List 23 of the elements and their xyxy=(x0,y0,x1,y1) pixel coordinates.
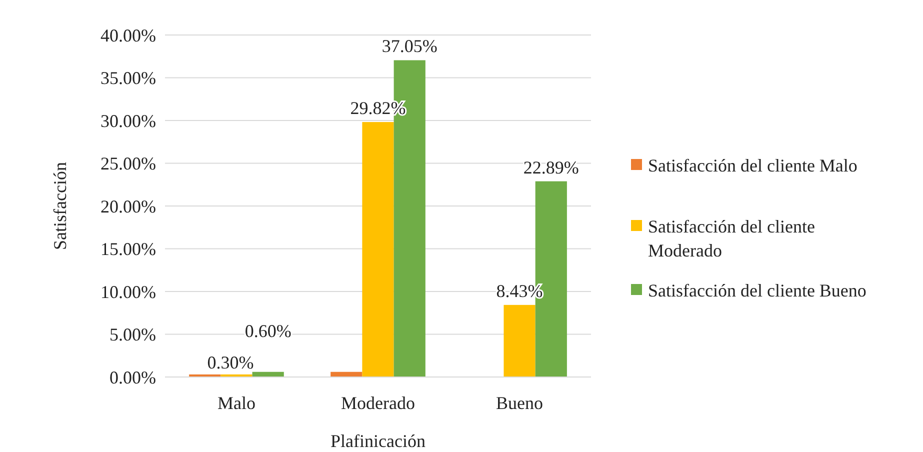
y-tick-label: 40.00% xyxy=(100,25,156,46)
x-tick-label: Malo xyxy=(217,393,256,413)
x-tick-label: Bueno xyxy=(496,393,544,413)
y-tick-label: 25.00% xyxy=(100,154,156,174)
data-label: 0.30% xyxy=(207,352,254,372)
data-label: 0.60% xyxy=(244,320,292,341)
y-tick-label: 35.00% xyxy=(100,68,156,88)
data-label: 37.05% xyxy=(382,36,438,56)
y-tick-label: 20.00% xyxy=(100,196,156,216)
y-tick-label: 10.00% xyxy=(100,282,156,302)
y-tick-label: 0.00% xyxy=(110,367,156,388)
legend-label: Satisfacción del cliente Malo xyxy=(648,155,858,176)
bar xyxy=(362,122,394,377)
x-tick-label: Moderado xyxy=(341,393,415,413)
y-axis-title: Satisfacción xyxy=(50,162,70,250)
x-axis-title: Plafinicación xyxy=(330,431,426,451)
bar xyxy=(504,304,536,377)
y-tick-label: 15.00% xyxy=(100,239,156,260)
y-tick-label: 5.00% xyxy=(110,324,156,345)
data-label: 22.89% xyxy=(523,157,579,178)
legend-label: Satisfacción del cliente Bueno xyxy=(648,280,866,300)
legend-label: Satisfacción del cliente Moderado xyxy=(648,216,815,260)
y-tick-label: 30.00% xyxy=(100,110,156,131)
